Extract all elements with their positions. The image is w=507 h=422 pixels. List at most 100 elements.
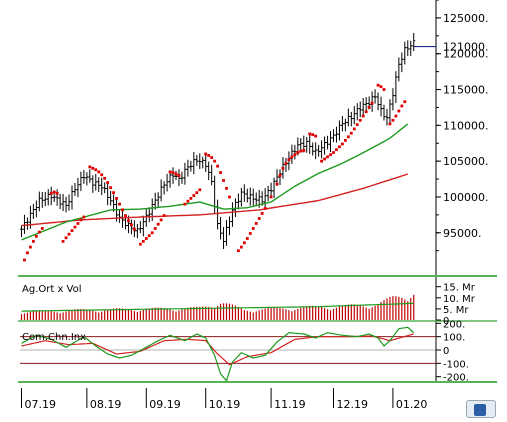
sar-dot <box>275 182 279 186</box>
indicator-signal-line <box>21 333 414 366</box>
sar-dot <box>341 142 344 146</box>
sar-dot <box>248 232 252 235</box>
sar-dot <box>323 157 326 161</box>
time-axis-label: 01.20 <box>396 398 428 411</box>
indicator-axis-label: -100. <box>443 359 469 370</box>
sar-dot <box>37 230 41 234</box>
price-axis-label: 115000. <box>443 84 489 97</box>
sar-dot <box>216 164 219 168</box>
sar-dot <box>225 186 228 190</box>
sar-dot <box>82 215 86 219</box>
indicator-cci-line <box>21 326 415 382</box>
price-axis-label: 125000. <box>443 12 489 25</box>
volume-axis-label: 0 <box>443 316 449 327</box>
sar-dot <box>355 123 359 127</box>
sar-dot <box>284 161 288 165</box>
sar-dot <box>49 191 53 195</box>
sar-dot <box>183 202 187 206</box>
sar-dot <box>394 114 398 118</box>
sar-dot <box>130 223 133 227</box>
price-axis-label: 110000. <box>443 119 489 132</box>
sar-dot <box>311 133 315 137</box>
sar-dot <box>376 83 380 87</box>
sar-dot <box>352 127 356 131</box>
sar-dot <box>23 258 26 262</box>
sar-dot <box>177 174 181 177</box>
sar-dot <box>144 237 148 240</box>
sar-dot <box>400 104 404 108</box>
sar-dot <box>133 227 136 231</box>
sar-dot <box>379 85 383 89</box>
sar-dot <box>112 191 115 195</box>
sar-dot <box>70 229 74 233</box>
sar-dot <box>76 222 80 225</box>
volume-average-line <box>21 302 414 312</box>
sar-dot <box>88 165 92 169</box>
indicator-axis-label: 100. <box>443 333 465 344</box>
sar-dot <box>168 170 172 174</box>
sar-dot <box>162 214 166 217</box>
sar-dot <box>239 245 243 249</box>
sar-dot <box>287 158 291 162</box>
sar-dot <box>153 227 157 230</box>
sar-dot <box>109 186 113 190</box>
chart-menu-button[interactable] <box>466 400 496 418</box>
sar-dot <box>367 106 371 109</box>
sar-dot <box>192 194 196 197</box>
sar-dot <box>150 231 154 235</box>
sar-dot <box>124 214 127 217</box>
sar-dot <box>281 166 285 170</box>
sar-dot <box>121 208 124 212</box>
sar-dot <box>171 171 175 175</box>
sar-dot <box>189 196 193 200</box>
time-axis-label: 12.19 <box>336 398 368 411</box>
sar-dot <box>52 190 56 194</box>
sar-dot <box>343 138 347 142</box>
sar-dot <box>115 196 118 200</box>
sar-dot <box>138 242 142 246</box>
volume-axis-label: 10. Mr <box>443 294 476 305</box>
sar-dot <box>40 227 44 230</box>
sar-dot <box>61 239 65 243</box>
sar-dot <box>335 148 338 152</box>
sar-dot <box>254 222 258 225</box>
indicator-axis-label: -200. <box>443 373 469 384</box>
sar-dot <box>251 227 255 230</box>
sar-dot <box>361 114 365 118</box>
sar-dot <box>159 218 163 222</box>
sar-dot <box>156 222 160 226</box>
sar-dot <box>127 219 130 222</box>
sar-dot <box>91 166 95 170</box>
sar-dot <box>296 151 300 154</box>
sar-dot <box>314 134 318 138</box>
sar-dot <box>290 155 294 159</box>
sar-dot <box>26 251 29 255</box>
sar-dot <box>338 145 341 149</box>
sar-dot <box>329 153 332 157</box>
sar-dot <box>349 131 353 135</box>
indicator-axis-label: 0 <box>443 346 449 357</box>
sar-dot <box>346 135 350 139</box>
sar-dot <box>55 191 59 195</box>
sar-dot <box>186 199 190 203</box>
sar-dot <box>67 232 71 236</box>
sar-dot <box>34 234 38 238</box>
sar-dot <box>260 212 264 215</box>
price-axis-label: 100000. <box>443 191 489 204</box>
sar-dot <box>302 149 306 152</box>
sar-dot <box>242 241 246 245</box>
time-axis-label: 07.19 <box>24 398 56 411</box>
chart-menu-icon <box>474 404 486 416</box>
sar-dot <box>370 101 374 105</box>
sar-dot <box>174 172 178 176</box>
sar-dot <box>245 237 249 240</box>
sar-dot <box>332 151 335 154</box>
sar-dot <box>397 109 401 113</box>
sar-dot <box>228 195 231 199</box>
sar-dot <box>207 154 211 157</box>
sar-dot <box>222 179 225 182</box>
sar-dot <box>388 122 392 126</box>
sar-dot <box>263 207 267 210</box>
sar-dot <box>204 152 208 156</box>
